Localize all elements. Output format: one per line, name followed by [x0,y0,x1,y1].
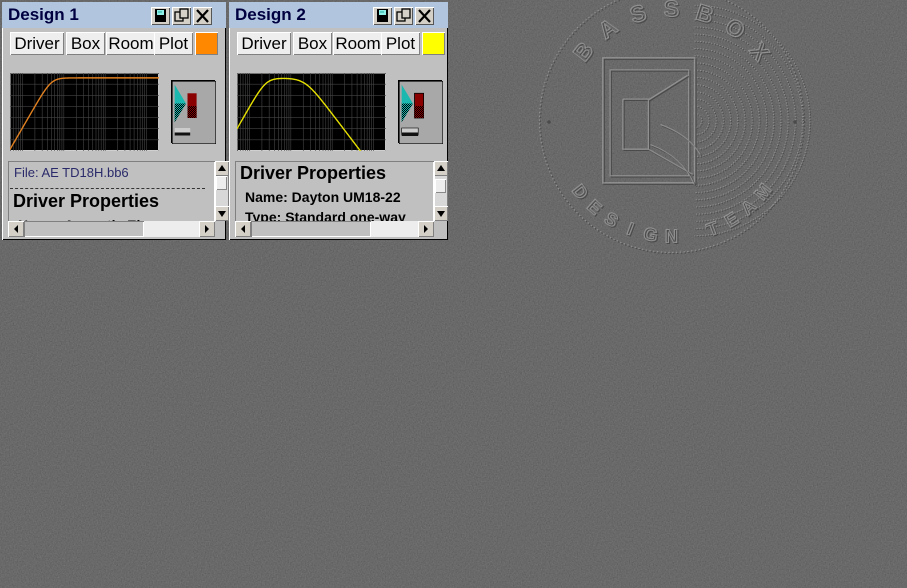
svg-text:N: N [665,226,678,246]
svg-text:S: S [664,0,679,21]
